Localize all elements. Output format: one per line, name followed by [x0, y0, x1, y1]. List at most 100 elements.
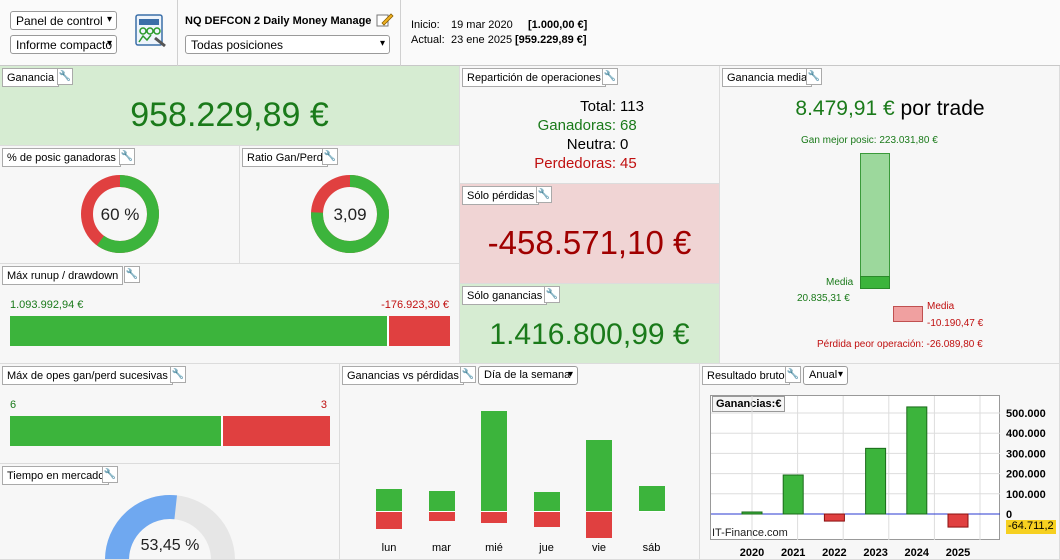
chevron-down-icon: ▾ [379, 38, 385, 49]
year-label: 2020 [740, 547, 764, 559]
chart-legend: Ganancias:€ [712, 396, 786, 412]
report-select[interactable]: Informe compacto ▾ [10, 35, 117, 54]
weekday-gain-bar [533, 492, 560, 511]
current-label: Actual: [411, 34, 445, 46]
period-select[interactable]: Anual ▾ [803, 366, 848, 385]
weekday-label: mar [432, 542, 451, 554]
average-win-bar [860, 276, 890, 289]
consecutive-wins-value: 6 [10, 399, 17, 411]
weekday-label: lun [381, 542, 397, 554]
panel-title: Ganancia media [722, 68, 813, 87]
wrench-icon[interactable]: 🔧 [119, 148, 135, 165]
year-bar [865, 447, 887, 515]
report-settings-icon[interactable] [135, 14, 167, 48]
consecutive-losses-value: 3 [320, 399, 327, 411]
wrench-icon[interactable]: 🔧 [170, 366, 186, 383]
year-bar [741, 511, 763, 515]
current-date: 23 ene 2025 [451, 34, 513, 46]
wrench-icon[interactable]: 🔧 [57, 68, 73, 85]
gross-chart: 2020 2021 2022 2023 2024 2025 500.000 400.000 30… [711, 396, 1046, 559]
consecutive-panel: Máx de opes gan/perd sucesivas 🔧 6 3 [0, 364, 340, 464]
y-tick-label: 200.000 [1006, 469, 1046, 481]
weekday-label: jue [539, 542, 554, 554]
panel-title: Tiempo en mercado [2, 466, 110, 485]
toolbar-divider [177, 0, 178, 66]
ratio-donut [311, 175, 389, 253]
weekday-gain-bar [376, 489, 402, 511]
dashboard-select-value: Panel de control [16, 14, 103, 28]
losers-label: Perdedoras: [534, 155, 616, 172]
neutral-count: 0 [620, 136, 629, 153]
panel-title: Ratio Gan/Perd [242, 148, 328, 167]
profit-panel: Ganancia 🔧 958.229,89 € [0, 66, 460, 146]
runup-bar [10, 316, 389, 346]
positions-select[interactable]: Todas posiciones ▾ [185, 35, 390, 54]
weekday-loss-bar [428, 511, 455, 521]
average-loss-value: -10.190,47 € [927, 318, 984, 329]
weekday-gain-bar [481, 411, 507, 511]
watermark: IT-Finance.com [712, 527, 788, 539]
weekday-loss-bar [638, 511, 665, 512]
market-gauge [105, 495, 235, 559]
year-label: 2025 [946, 547, 970, 559]
chevron-down-icon: ▾ [106, 38, 112, 49]
profit-value: 958.229,89 € [130, 96, 329, 134]
dashboard-select[interactable]: Panel de control ▾ [10, 11, 117, 30]
ratio-value: 3,09 [333, 205, 367, 224]
weekday-label: vie [591, 542, 607, 554]
runup-panel: Máx runup / drawdown 🔧 1.093.992,94 € -1… [0, 264, 460, 364]
y-tick-label: 0 [1006, 509, 1012, 521]
panel-title: Resultado bruto [702, 366, 790, 385]
chevron-down-icon: ▾ [106, 14, 112, 25]
weekday-gain-bar [586, 440, 612, 511]
donut-win-arc [81, 175, 159, 253]
wrench-icon[interactable]: 🔧 [102, 466, 118, 483]
wrench-icon[interactable]: 🔧 [602, 68, 618, 85]
drawdown-bar [10, 316, 450, 346]
y-tick-label: 300.000 [1006, 448, 1046, 460]
consecutive-wins-bar [10, 416, 224, 446]
wrench-icon[interactable]: 🔧 [536, 186, 552, 203]
period-select-value: Anual [809, 369, 838, 381]
last-value-tag: -64.711,2 [1006, 520, 1056, 535]
drawdown-value: -176.923,30 € [381, 299, 449, 311]
positions-select-value: Todas posiciones [191, 38, 284, 52]
best-position-bar [860, 153, 890, 289]
y-tick-label: 100.000 [1006, 489, 1046, 501]
weekday-select-value: Día de la semana [484, 369, 571, 381]
win-donut [81, 175, 159, 253]
year-label: 2024 [905, 547, 930, 559]
year-bar [947, 513, 969, 528]
chevron-down-icon: ▾ [837, 369, 843, 380]
weekday-loss-bar [586, 511, 612, 538]
strategy-title: NQ DEFCON 2 Daily Money Manage [185, 15, 372, 27]
best-position-label: Gan mejor posic: 223.031,80 € [801, 135, 938, 146]
toolbar-divider [400, 0, 401, 66]
wrench-icon[interactable]: 🔧 [785, 366, 801, 383]
start-date: 19 mar 2020 [451, 19, 513, 31]
wrench-icon[interactable]: 🔧 [460, 366, 476, 383]
wrench-icon[interactable]: 🔧 [322, 148, 338, 165]
toolbar: Panel de control ▾ Informe compacto ▾ NQ D… [0, 0, 1060, 66]
average-win-label: Media [826, 277, 854, 288]
win-percentage-panel: % de posic ganadoras 🔧 60 % [0, 146, 240, 264]
weekday-label: sáb [642, 542, 661, 554]
total-count: 113 [620, 98, 644, 115]
only-gains-panel: Sólo ganancias 🔧 1.416.800,99 € [460, 284, 720, 364]
trades-panel: Repartición de operaciones 🔧 Total: Gana… [460, 66, 720, 184]
worst-loss-bar [893, 306, 923, 322]
ratio-panel: Ratio Gan/Perd 🔧 3,09 [240, 146, 460, 264]
weekday-loss-bar [376, 511, 402, 529]
wrench-icon[interactable]: 🔧 [124, 266, 140, 283]
edit-pencil-icon[interactable] [376, 11, 394, 28]
wrench-icon[interactable]: 🔧 [544, 286, 560, 303]
weekday-loss-bar [533, 511, 560, 527]
year-label: 2021 [781, 547, 805, 559]
panel-title: Ganancias vs pérdidas [342, 366, 464, 385]
only-gains-value: 1.416.800,99 € [489, 318, 690, 351]
gross-result-panel: Resultado bruto 🔧 Anual ▾ Ganancias:€ IT-… [700, 364, 1060, 560]
average-loss-label: Media [927, 301, 955, 312]
wrench-icon[interactable]: 🔧 [806, 68, 822, 85]
weekday-gain-bar [638, 486, 665, 511]
weekday-select[interactable]: Día de la semana ▾ [478, 366, 578, 385]
